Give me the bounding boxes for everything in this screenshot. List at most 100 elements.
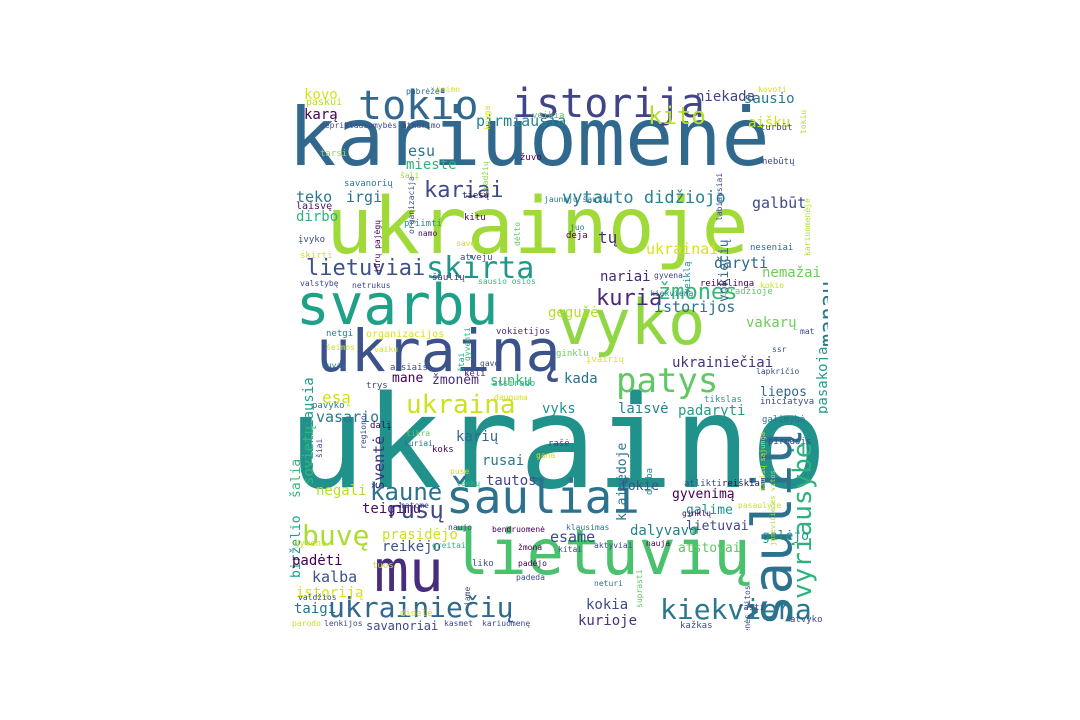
word-kara: karą (304, 107, 338, 123)
word-kitu: kitu (464, 213, 486, 223)
word-liepos: liepos (760, 385, 807, 400)
word-kariai: kariai (424, 178, 504, 203)
word-vakaru: vakarų (746, 315, 797, 331)
word-galimybe: galimybė (762, 415, 806, 425)
word-savanoriai: savanoriai (366, 619, 439, 630)
word-tikra: tikra (406, 429, 431, 438)
word-atvyko: atvyko (790, 615, 823, 625)
word-juo: juo (570, 223, 585, 232)
word-atstovai: atstovai (678, 541, 741, 556)
word-manau: manau (816, 280, 828, 347)
word-vyko: vyko (556, 286, 706, 359)
word-vaiku: vaiku (374, 345, 399, 354)
word-daryti: daryti (714, 254, 769, 272)
word-sunku: sunku (490, 373, 533, 389)
word-koks: koks (432, 445, 454, 455)
word-sauliu: šaulių (432, 273, 465, 283)
word-skirti: skirti (300, 251, 333, 261)
word-puse: puse (450, 467, 470, 476)
word-zmona: žmona (518, 543, 543, 552)
word-rasti: rasti (738, 603, 766, 613)
word-mat: mat (800, 327, 815, 336)
word-nariai: nariai (600, 269, 651, 285)
word-tokie: tokie (620, 479, 660, 494)
word-tiesu: tiesų (462, 191, 490, 201)
word-pradzioje: pradžioje (724, 287, 773, 297)
word-nauja: nauja (646, 539, 671, 548)
word-nebutu: nebūtų (762, 157, 795, 167)
word-juru-pajegu: jūrų pajėgų (373, 220, 382, 273)
word-aisku: aišku (748, 115, 791, 131)
word-siai: šiai (315, 438, 324, 458)
word-kovoti: kovoti (758, 85, 787, 94)
word-kariuomene: kariuomenė (288, 91, 770, 184)
word-sausio-osios: sausio osios (478, 277, 536, 286)
word-salia: šalia (289, 458, 304, 498)
word-nemazai: nemažai (762, 265, 822, 281)
word-pirmiausia: pirmiausia (476, 112, 567, 130)
word-atveju: atveju (460, 253, 493, 263)
word-atlikti: atlikti (684, 479, 722, 489)
word-tokio: tokio (358, 84, 479, 129)
word-reikalinga: reikalinga (700, 279, 755, 289)
word-kovo: kovo (304, 87, 338, 103)
word-ukraino: ukraino (288, 369, 828, 518)
word-jurevicienes-vitos: jurevičienės vitos (743, 585, 752, 630)
word-reiskia: reiškia (722, 479, 760, 489)
word-laisve: laisvė (618, 401, 669, 417)
word-sali: šalį (400, 171, 420, 180)
word-teko: teko (296, 188, 333, 206)
word-keli: keli (464, 369, 486, 379)
word-jame: jame (463, 586, 472, 606)
word-kurioje: kurioje (578, 613, 638, 629)
word-kiekviena: kiekviena (660, 593, 812, 626)
word-kito: kito (648, 102, 706, 130)
word-kaune: kaune (370, 478, 443, 506)
word-netrukus: netrukus (352, 281, 391, 290)
word-suprasti: suprasti (635, 569, 644, 608)
word-ukrainoje: ukrainoje (326, 182, 749, 272)
word-aktyviai: aktyviai (594, 541, 633, 550)
word-pirmasis: pirmasis (768, 437, 812, 447)
word-mieste: mieste (406, 157, 457, 173)
word-cloud: ukraino kariuomenė ukrainoje svarbu lietuvių… (286, 84, 828, 630)
word-kazkas: kažkas (680, 621, 713, 631)
word-svente: šventė (370, 435, 388, 490)
word-tokiu: tokiu (799, 109, 808, 134)
word-ukraina: ukrainą (316, 317, 561, 385)
word-gana: gana (536, 451, 556, 460)
word-dauguma: dauguma (494, 393, 528, 402)
word-istorija: istoriją (296, 585, 364, 601)
word-labiausiai: labiausiai (715, 172, 724, 221)
word-veikia: veikia (532, 111, 565, 121)
word-dalyvavo: dalyvavo (630, 523, 698, 539)
word-ivyko: įvyko (298, 235, 326, 245)
word-delto: dėlto (513, 221, 522, 246)
word-naujo: naujo (448, 523, 473, 532)
word-tu: tų (598, 228, 618, 247)
word-kada: kada (564, 371, 598, 387)
word-pasaulyje: pasaulyje (738, 501, 782, 510)
word-pabreze: pabrėžė (406, 87, 440, 96)
word-mane: mane (392, 371, 424, 386)
word-pradziu: pradžių (481, 161, 490, 195)
word-svarbu: svarbu (296, 273, 499, 338)
word-buve: buvę (302, 519, 370, 552)
word-niekada: niekada (696, 89, 756, 105)
word-sauliu-sajunga: šaulių sąjunga (759, 431, 767, 491)
word-zuvo: žuvo (520, 153, 542, 163)
word-gavo: gavo (480, 359, 500, 368)
word-lenku: lenkų (456, 479, 481, 488)
word-nepriklausomybes-atkurimo: nepriklausomybės atkūrimo (320, 121, 441, 130)
word-kasmet: kasmet (444, 619, 473, 628)
word-knyga: knyga (483, 105, 492, 130)
word-ukrainieciu: ukrainiečių (328, 591, 514, 624)
word-galime: galime (686, 503, 733, 518)
word-tarsi: tarsi (320, 149, 348, 159)
word-tuos: tuos (372, 561, 394, 571)
word-reikejo: reikėjo (382, 539, 442, 555)
word-save: save (456, 239, 476, 248)
word-kariuomeneje: kariuomenėje (803, 198, 812, 256)
word-trys: trys (366, 381, 388, 391)
